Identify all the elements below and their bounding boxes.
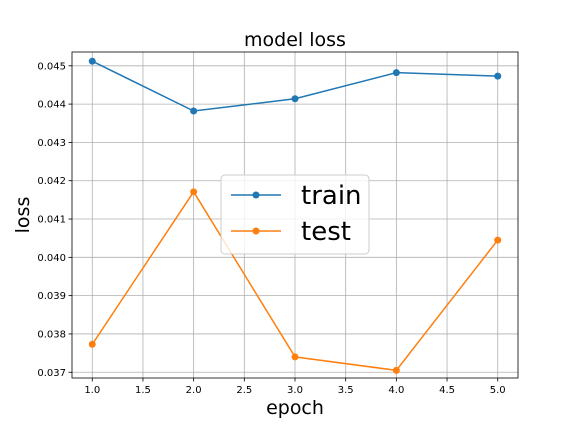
data-point-test (392, 366, 400, 374)
y-tick-label: 0.043 (37, 138, 66, 149)
legend-train-label: train (301, 181, 362, 211)
x-axis-label: epoch (266, 397, 324, 419)
series-lines (88, 57, 502, 374)
axis-ticks: 1.0 1.5 2.0 2.5 3.0 3.5 4.0 4.5 5.0 0.037 0.038 0.0… (37, 61, 505, 396)
x-tick-label: 1.5 (135, 385, 151, 396)
data-point-train (88, 57, 96, 65)
legend-train-marker (252, 191, 260, 199)
chart-title: model loss (244, 29, 346, 51)
data-point-test (190, 188, 198, 196)
x-tick-label: 2.0 (186, 385, 202, 396)
x-tick-label: 5.0 (490, 385, 506, 396)
y-tick-label: 0.038 (37, 329, 66, 340)
y-axis-label: loss (12, 197, 34, 234)
legend-test-marker (252, 227, 260, 235)
legend-test-label: test (301, 217, 351, 247)
x-tick-label: 1.0 (84, 385, 100, 396)
data-point-train (392, 69, 400, 77)
data-point-test (494, 236, 502, 244)
y-tick-label: 0.040 (37, 253, 66, 264)
data-point-test (88, 340, 96, 348)
data-point-train (291, 95, 299, 103)
x-tick-label: 3.5 (338, 385, 354, 396)
x-tick-label: 4.5 (439, 385, 455, 396)
x-tick-label: 4.0 (388, 385, 404, 396)
y-tick-label: 0.045 (37, 61, 66, 72)
x-tick-label: 2.5 (236, 385, 252, 396)
y-tick-label: 0.044 (37, 100, 66, 111)
data-point-train (190, 107, 198, 115)
legend: train test (220, 174, 370, 255)
y-tick-label: 0.041 (37, 215, 66, 226)
y-tick-label: 0.042 (37, 176, 66, 187)
data-point-train (494, 72, 502, 80)
x-tick-label: 3.0 (287, 385, 303, 396)
y-tick-label: 0.037 (37, 368, 66, 379)
data-point-test (291, 353, 299, 361)
y-tick-label: 0.039 (37, 291, 66, 302)
